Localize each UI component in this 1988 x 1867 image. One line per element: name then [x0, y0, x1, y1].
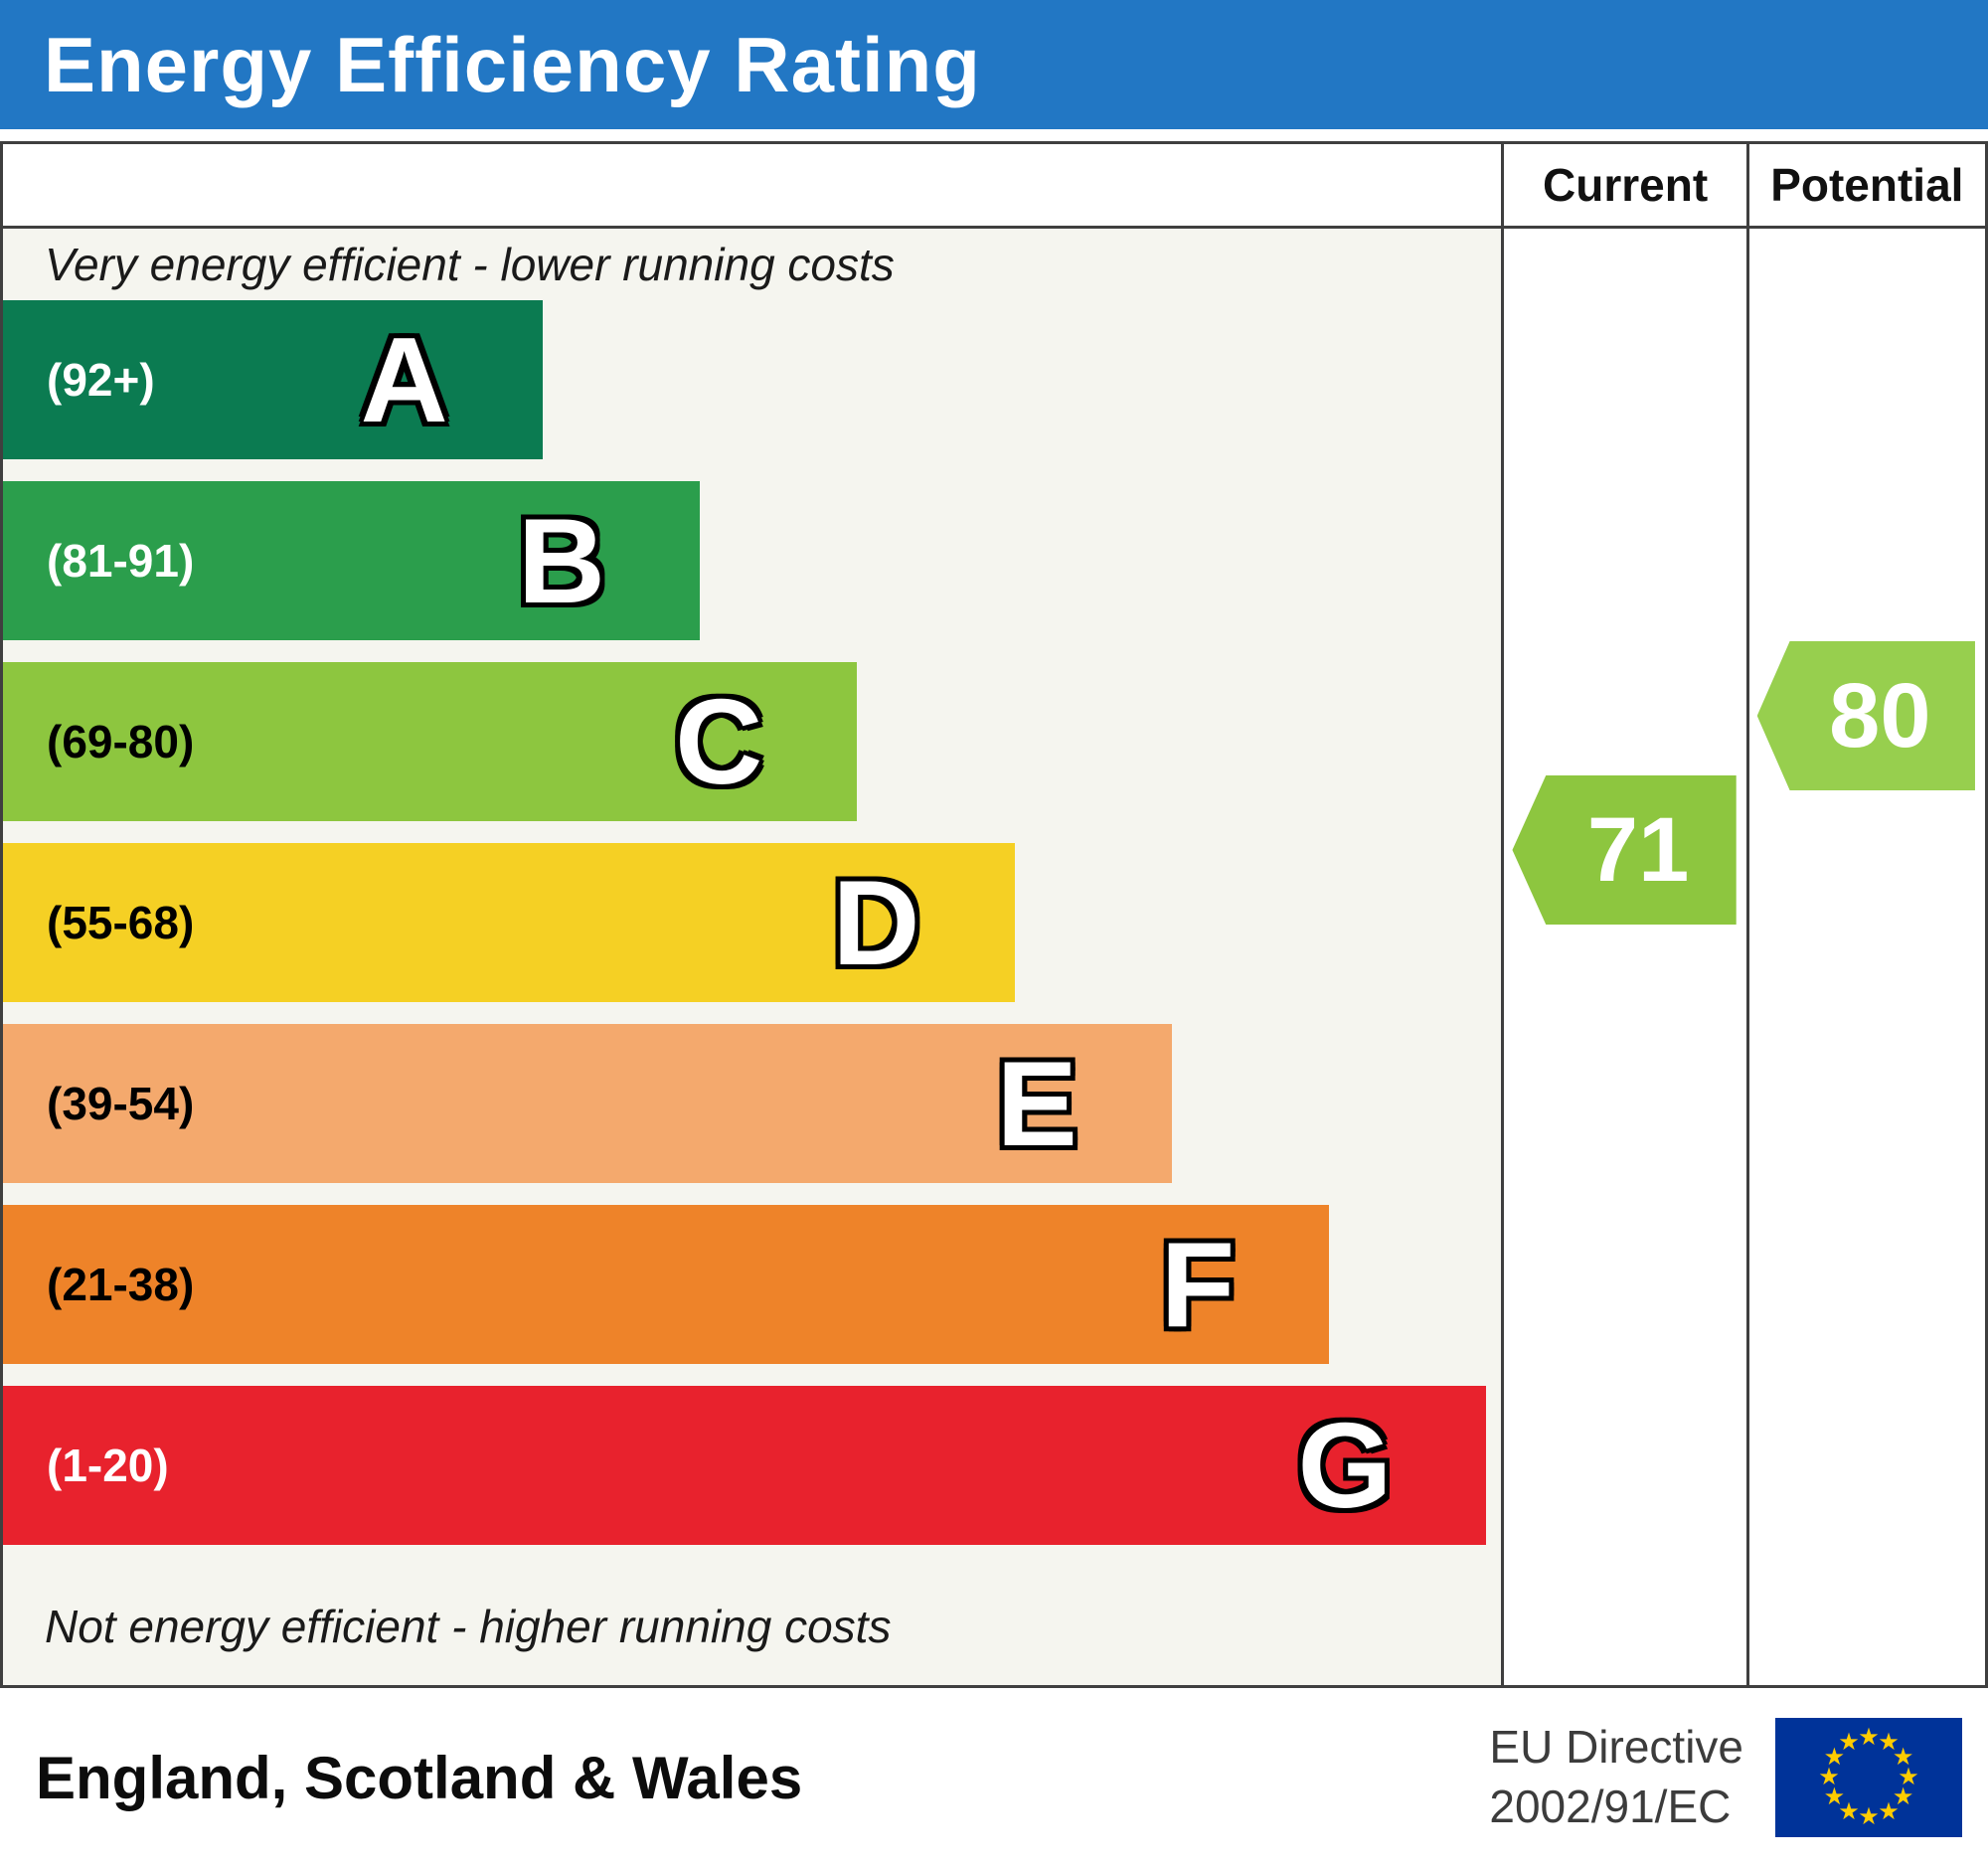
potential-rating-value: 80: [1829, 664, 1931, 766]
eu-directive-line-2: 2002/91/EC: [1489, 1781, 1732, 1832]
current-arrow: 71: [1512, 775, 1737, 925]
bottom-note: Not energy efficient - higher running co…: [45, 1600, 892, 1652]
rating-chart: Current Potential Very energy efficient …: [0, 141, 1988, 1688]
current-rating-value: 71: [1586, 798, 1690, 901]
band-d: (55-68) D: [3, 843, 1015, 1002]
page-title: Energy Efficiency Rating: [44, 20, 981, 108]
band-a-letter: A: [360, 312, 448, 447]
top-note: Very energy efficient - lower running co…: [45, 239, 895, 290]
potential-column-header: Potential: [1745, 144, 1985, 229]
band-a: (92+) A: [3, 300, 543, 459]
band-g: (1-20) G: [3, 1386, 1487, 1545]
band-g-letter: G: [1297, 1398, 1393, 1533]
current-column-header: Current: [1501, 144, 1746, 229]
region-label: England, Scotland & Wales: [36, 1744, 803, 1811]
eu-directive-label: EU Directive 2002/91/EC: [1489, 1718, 1743, 1837]
band-g-range-label: (1-20): [47, 1440, 169, 1491]
band-e-letter: E: [996, 1036, 1077, 1171]
header-spacer: [3, 144, 1502, 229]
eu-flag: ★ ★ ★ ★ ★ ★ ★ ★ ★ ★ ★ ★: [1775, 1718, 1962, 1837]
potential-arrow: 80: [1756, 641, 1975, 790]
band-f: (21-38) F: [3, 1205, 1330, 1364]
band-d-range-label: (55-68): [47, 897, 195, 948]
band-c-range-label: (69-80): [47, 716, 195, 767]
band-c: (69-80) C: [3, 662, 858, 821]
title-banner: Energy Efficiency Rating: [0, 0, 1988, 129]
band-e-range-label: (39-54): [47, 1078, 195, 1129]
eu-directive-line-1: EU Directive: [1489, 1721, 1743, 1774]
band-c-letter: C: [675, 674, 763, 809]
band-f-range-label: (21-38): [47, 1259, 195, 1310]
current-column: 71: [1501, 229, 1746, 1685]
band-a-range-label: (92+): [47, 354, 155, 406]
band-e: (39-54) E: [3, 1024, 1172, 1183]
chart-footer: England, Scotland & Wales EU Directive 2…: [0, 1688, 1988, 1867]
band-b-range-label: (81-91): [47, 535, 195, 587]
band-f-letter: F: [1160, 1217, 1236, 1352]
potential-column: 80: [1745, 229, 1985, 1685]
bands-area: Very energy efficient - lower running co…: [3, 229, 1502, 1685]
band-b-letter: B: [517, 493, 605, 628]
band-b: (81-91) B: [3, 481, 700, 640]
band-d-letter: D: [832, 855, 920, 990]
